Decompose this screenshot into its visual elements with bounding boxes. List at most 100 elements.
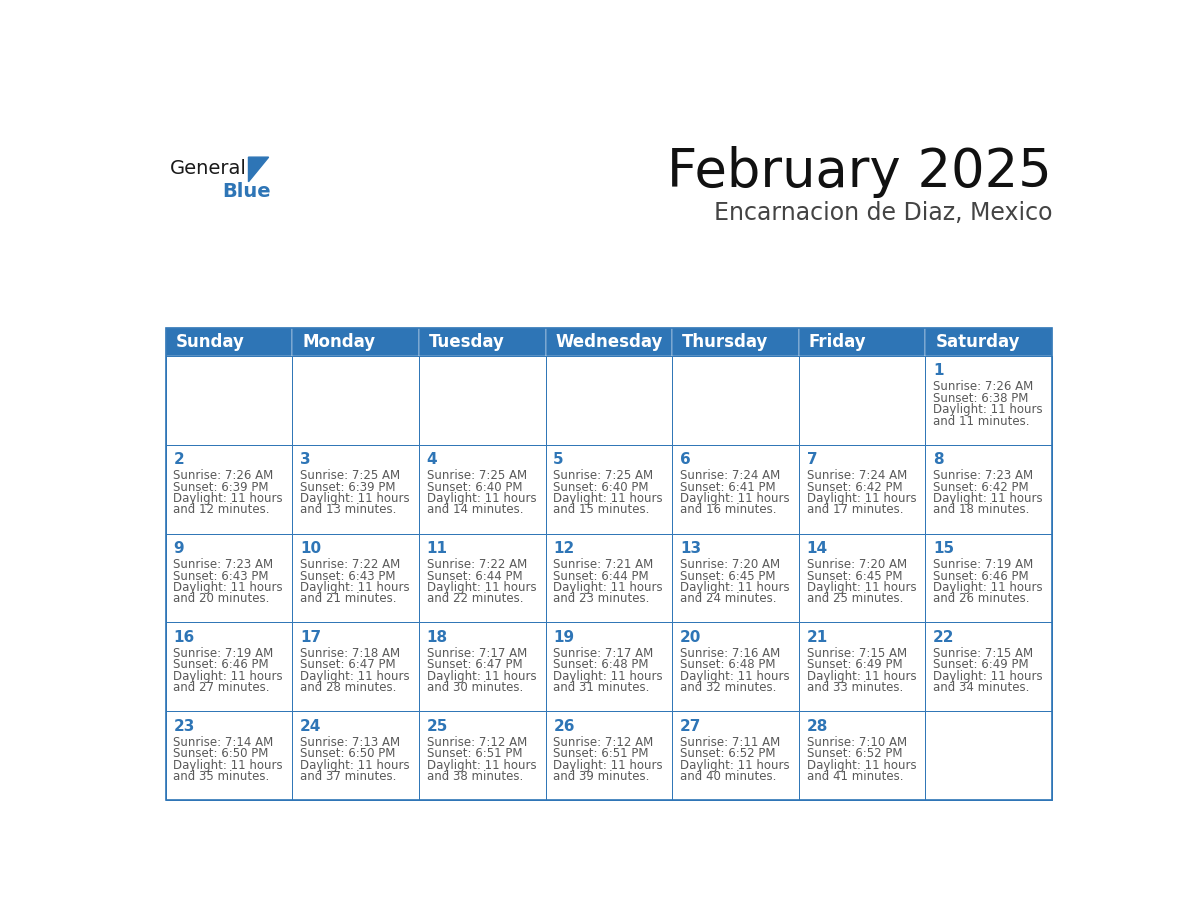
Bar (292, 711, 419, 800)
Text: Sunrise: 7:24 AM: Sunrise: 7:24 AM (807, 469, 906, 482)
Text: 13: 13 (680, 542, 701, 556)
Text: Sunset: 6:44 PM: Sunset: 6:44 PM (554, 569, 649, 583)
Text: Sunrise: 7:16 AM: Sunrise: 7:16 AM (680, 647, 781, 660)
Text: Sunrise: 7:18 AM: Sunrise: 7:18 AM (299, 647, 400, 660)
Bar (672, 622, 798, 711)
Text: Sunset: 6:45 PM: Sunset: 6:45 PM (807, 569, 902, 583)
Text: Sunrise: 7:17 AM: Sunrise: 7:17 AM (426, 647, 526, 660)
Text: 1: 1 (934, 364, 943, 378)
Text: February 2025: February 2025 (668, 146, 1053, 197)
Text: Daylight: 11 hours: Daylight: 11 hours (299, 758, 410, 772)
Text: and 24 minutes.: and 24 minutes. (680, 592, 777, 605)
Text: Sunrise: 7:22 AM: Sunrise: 7:22 AM (299, 558, 400, 571)
Bar (798, 328, 925, 356)
Text: Sunset: 6:51 PM: Sunset: 6:51 PM (426, 747, 522, 760)
Text: Sunrise: 7:25 AM: Sunrise: 7:25 AM (299, 469, 400, 482)
Text: Sunrise: 7:15 AM: Sunrise: 7:15 AM (807, 647, 906, 660)
Text: Daylight: 11 hours: Daylight: 11 hours (299, 581, 410, 594)
Bar (292, 356, 419, 444)
Text: Daylight: 11 hours: Daylight: 11 hours (934, 403, 1043, 416)
Text: Sunset: 6:50 PM: Sunset: 6:50 PM (173, 747, 268, 760)
Text: Daylight: 11 hours: Daylight: 11 hours (934, 670, 1043, 683)
Bar (798, 356, 925, 444)
Text: and 14 minutes.: and 14 minutes. (426, 503, 523, 517)
Polygon shape (248, 157, 268, 182)
Text: Saturday: Saturday (936, 333, 1020, 351)
Text: Sunrise: 7:14 AM: Sunrise: 7:14 AM (173, 736, 273, 749)
Text: Sunset: 6:44 PM: Sunset: 6:44 PM (426, 569, 523, 583)
Text: Daylight: 11 hours: Daylight: 11 hours (426, 492, 536, 505)
Bar (545, 533, 672, 622)
Bar (165, 622, 292, 711)
Text: Sunrise: 7:19 AM: Sunrise: 7:19 AM (173, 647, 273, 660)
Text: 22: 22 (934, 630, 955, 645)
Text: and 17 minutes.: and 17 minutes. (807, 503, 903, 517)
Text: Sunset: 6:40 PM: Sunset: 6:40 PM (426, 481, 522, 494)
Text: Sunrise: 7:10 AM: Sunrise: 7:10 AM (807, 736, 906, 749)
Bar (798, 711, 925, 800)
Text: and 31 minutes.: and 31 minutes. (554, 681, 650, 694)
Text: and 27 minutes.: and 27 minutes. (173, 681, 270, 694)
Text: Sunset: 6:49 PM: Sunset: 6:49 PM (934, 658, 1029, 671)
Text: and 28 minutes.: and 28 minutes. (299, 681, 397, 694)
Bar (545, 444, 672, 533)
Text: Daylight: 11 hours: Daylight: 11 hours (299, 492, 410, 505)
Text: Daylight: 11 hours: Daylight: 11 hours (173, 492, 283, 505)
Bar (545, 328, 672, 356)
Text: Daylight: 11 hours: Daylight: 11 hours (807, 670, 916, 683)
Text: and 25 minutes.: and 25 minutes. (807, 592, 903, 605)
Text: Encarnacion de Diaz, Mexico: Encarnacion de Diaz, Mexico (714, 201, 1053, 225)
Text: and 41 minutes.: and 41 minutes. (807, 770, 903, 783)
Text: Sunrise: 7:25 AM: Sunrise: 7:25 AM (426, 469, 526, 482)
Text: and 15 minutes.: and 15 minutes. (554, 503, 650, 517)
Text: 10: 10 (299, 542, 321, 556)
Text: Daylight: 11 hours: Daylight: 11 hours (934, 581, 1043, 594)
Text: Sunset: 6:43 PM: Sunset: 6:43 PM (299, 569, 396, 583)
Text: Wednesday: Wednesday (556, 333, 663, 351)
Text: and 33 minutes.: and 33 minutes. (807, 681, 903, 694)
Text: Sunset: 6:52 PM: Sunset: 6:52 PM (680, 747, 776, 760)
Text: Daylight: 11 hours: Daylight: 11 hours (680, 670, 790, 683)
Text: 11: 11 (426, 542, 448, 556)
Text: and 34 minutes.: and 34 minutes. (934, 681, 1030, 694)
Text: Sunset: 6:39 PM: Sunset: 6:39 PM (173, 481, 268, 494)
Text: 20: 20 (680, 630, 701, 645)
Text: Sunrise: 7:21 AM: Sunrise: 7:21 AM (554, 558, 653, 571)
Text: Sunrise: 7:24 AM: Sunrise: 7:24 AM (680, 469, 781, 482)
Bar (165, 711, 292, 800)
Bar (798, 622, 925, 711)
Text: Sunrise: 7:20 AM: Sunrise: 7:20 AM (680, 558, 781, 571)
Text: Sunset: 6:42 PM: Sunset: 6:42 PM (934, 481, 1029, 494)
Text: Sunset: 6:46 PM: Sunset: 6:46 PM (173, 658, 268, 671)
Text: Daylight: 11 hours: Daylight: 11 hours (807, 492, 916, 505)
Text: Sunset: 6:48 PM: Sunset: 6:48 PM (554, 658, 649, 671)
Text: Sunset: 6:47 PM: Sunset: 6:47 PM (299, 658, 396, 671)
Text: Daylight: 11 hours: Daylight: 11 hours (934, 492, 1043, 505)
Text: 23: 23 (173, 719, 195, 733)
Text: and 39 minutes.: and 39 minutes. (554, 770, 650, 783)
Text: Monday: Monday (302, 333, 375, 351)
Text: Sunrise: 7:22 AM: Sunrise: 7:22 AM (426, 558, 526, 571)
Text: 28: 28 (807, 719, 828, 733)
Bar (292, 328, 419, 356)
Text: and 37 minutes.: and 37 minutes. (299, 770, 397, 783)
Text: Daylight: 11 hours: Daylight: 11 hours (680, 581, 790, 594)
Text: Sunrise: 7:15 AM: Sunrise: 7:15 AM (934, 647, 1034, 660)
Text: 15: 15 (934, 542, 954, 556)
Text: and 22 minutes.: and 22 minutes. (426, 592, 523, 605)
Text: and 30 minutes.: and 30 minutes. (426, 681, 523, 694)
Text: Sunset: 6:52 PM: Sunset: 6:52 PM (807, 747, 902, 760)
Text: Sunset: 6:49 PM: Sunset: 6:49 PM (807, 658, 902, 671)
Bar (925, 533, 1053, 622)
Bar (672, 711, 798, 800)
Text: Blue: Blue (222, 182, 271, 201)
Text: 16: 16 (173, 630, 195, 645)
Bar (419, 356, 545, 444)
Text: 12: 12 (554, 542, 575, 556)
Text: Sunrise: 7:17 AM: Sunrise: 7:17 AM (554, 647, 653, 660)
Bar (925, 711, 1053, 800)
Text: Sunset: 6:50 PM: Sunset: 6:50 PM (299, 747, 396, 760)
Bar (165, 444, 292, 533)
Bar (419, 444, 545, 533)
Text: Daylight: 11 hours: Daylight: 11 hours (299, 670, 410, 683)
